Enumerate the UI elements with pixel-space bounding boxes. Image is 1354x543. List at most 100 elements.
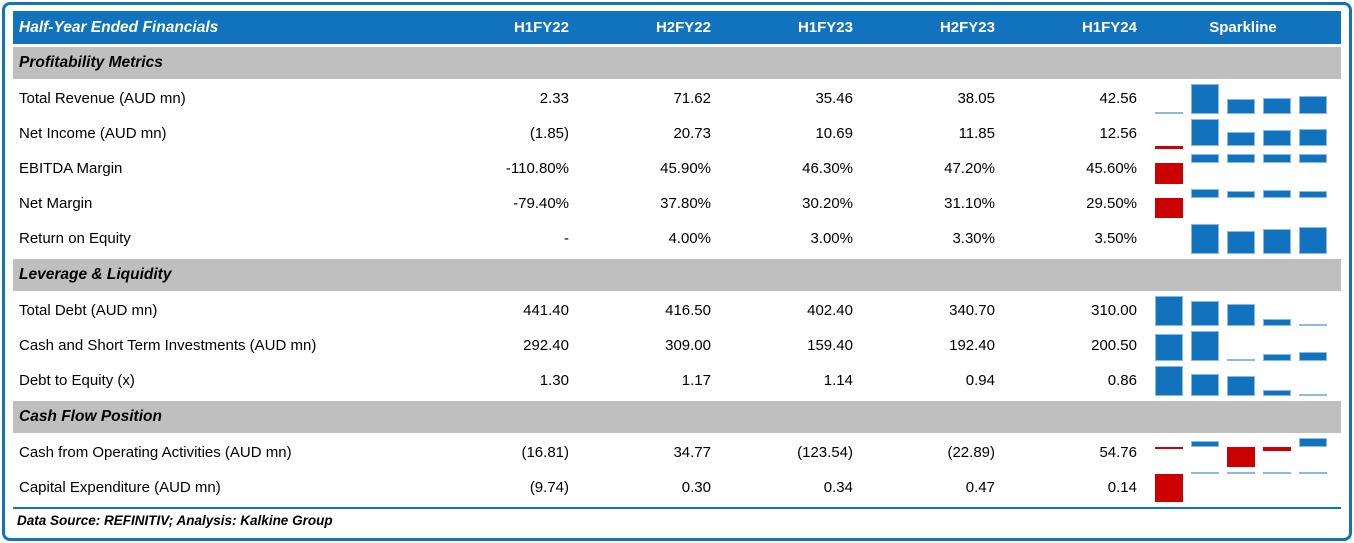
sparkline-slot: [1227, 366, 1255, 396]
row-label: Cash from Operating Activities (AUD mn): [19, 444, 292, 461]
column-header: H1FY23: [797, 19, 853, 36]
sparkline-chart: [1145, 363, 1341, 398]
sparkline-slot: [1263, 153, 1291, 184]
column-header: H2FY22: [655, 19, 711, 36]
cell-value: 47.20%: [944, 160, 995, 177]
sparkline-bar: [1299, 153, 1327, 163]
cell-value: 45.90%: [660, 160, 711, 177]
cell-value: 402.40: [807, 302, 853, 319]
sparkline-bar: [1263, 390, 1291, 396]
sparkline-bar: [1299, 323, 1327, 326]
cell-value: 54.76: [1099, 444, 1137, 461]
sparkline-bar: [1263, 471, 1291, 474]
sparkline-bar: [1191, 223, 1219, 254]
sparkline-bar: [1227, 471, 1255, 474]
sparkline-chart: [1145, 151, 1341, 186]
cell-value: 71.62: [673, 90, 711, 107]
cell-value: 309.00: [665, 337, 711, 354]
cell-value: 10.69: [815, 125, 853, 142]
sparkline-bar: [1191, 153, 1219, 163]
sparkline-bar: [1191, 188, 1219, 199]
sparkline-slot: [1299, 224, 1327, 254]
sparkline-slot: [1263, 224, 1291, 254]
section-header: Leverage & Liquidity: [13, 259, 1341, 291]
cell-value: (1.85): [529, 125, 569, 142]
sparkline-bar: [1191, 83, 1219, 114]
sparkline-bar: [1299, 393, 1327, 396]
sparkline-slot: [1263, 296, 1291, 326]
sparkline-slot: [1155, 154, 1183, 184]
period-headers: H1FY22 H2FY22 H1FY23 H2FY23 H1FY24: [435, 19, 1145, 36]
cell-value: 0.47: [965, 479, 995, 496]
sparkline-slot: [1227, 84, 1255, 114]
sparkline-chart: [1145, 81, 1341, 116]
section-header: Profitability Metrics: [13, 47, 1341, 79]
sparkline-slot: [1299, 296, 1327, 326]
sparkline-slot: [1299, 119, 1327, 149]
section-header: Cash Flow Position: [13, 401, 1341, 433]
sparkline-slot: [1263, 119, 1291, 149]
sparkline-slot: [1155, 189, 1183, 219]
sparkline-bar: [1227, 376, 1255, 396]
cell-value: -: [564, 230, 569, 247]
table-row: Cash from Operating Activities (AUD mn) (…: [13, 435, 1341, 470]
sparkline-slot: [1263, 189, 1291, 219]
sparkline-bar: [1227, 190, 1255, 199]
cell-value: 0.30: [681, 479, 711, 496]
sparkline-slot: [1155, 224, 1183, 254]
sparkline-slot: [1191, 223, 1219, 254]
sparkline-slot: [1227, 331, 1255, 361]
sparkline-bar: [1155, 446, 1183, 450]
cell-value: 46.30%: [802, 160, 853, 177]
cell-value: 3.00%: [810, 230, 853, 247]
column-header: H2FY23: [939, 19, 995, 36]
row-label: Cash and Short Term Investments (AUD mn): [19, 337, 317, 354]
sparkline-bar: [1299, 471, 1327, 474]
sparkline-bar: [1263, 228, 1291, 254]
table-body: Profitability Metrics Total Revenue (AUD …: [13, 47, 1341, 505]
sparkline-bar: [1299, 437, 1327, 447]
cell-value: 20.73: [673, 125, 711, 142]
table-row: Capital Expenditure (AUD mn) (9.74) 0.30 0.…: [13, 470, 1341, 505]
cell-value: (22.89): [947, 444, 995, 461]
row-label: Debt to Equity (x): [19, 372, 135, 389]
cell-value: 29.50%: [1086, 195, 1137, 212]
sparkline-bar: [1299, 96, 1327, 114]
sparkline-chart: [1145, 470, 1341, 505]
sparkline-bar: [1299, 190, 1327, 199]
sparkline-slot: [1191, 153, 1219, 184]
sparkline-slot: [1263, 331, 1291, 361]
cell-value: 30.20%: [802, 195, 853, 212]
sparkline-slot: [1191, 118, 1219, 149]
cell-value: (123.54): [797, 444, 853, 461]
cell-value: 11.85: [958, 125, 995, 142]
sparkline-slot: [1155, 84, 1183, 114]
sparkline-bar: [1155, 111, 1183, 114]
sparkline-chart: [1145, 435, 1341, 470]
sparkline-bar: [1191, 118, 1219, 146]
sparkline-slot: [1263, 471, 1291, 503]
sparkline-bar: [1227, 231, 1255, 254]
cell-value: 12.56: [1099, 125, 1137, 142]
sparkline-bar: [1155, 365, 1183, 396]
cell-value: 34.77: [673, 444, 711, 461]
sparkline-slot: [1299, 189, 1327, 219]
sparkline-slot: [1191, 330, 1219, 361]
cell-value: 0.86: [1107, 372, 1137, 389]
sparkline-slot: [1155, 438, 1183, 468]
sparkline-bar: [1227, 153, 1255, 163]
sparkline-slot: [1191, 83, 1219, 114]
sparkline-slot: [1227, 471, 1255, 503]
sparkline-slot: [1155, 119, 1183, 149]
cell-value: (16.81): [521, 444, 569, 461]
table-title: Half-Year Ended Financials: [19, 18, 219, 36]
sparkline-bar: [1299, 129, 1327, 146]
table-row: Net Income (AUD mn) (1.85) 20.73 10.69 11.85…: [13, 116, 1341, 151]
column-header: H1FY24: [1081, 19, 1137, 36]
sparkline-bar: [1263, 446, 1291, 451]
sparkline-slot: [1299, 471, 1327, 503]
sparkline-slot: [1191, 438, 1219, 468]
cell-value: 159.40: [807, 337, 853, 354]
sparkline-chart: [1145, 221, 1341, 256]
